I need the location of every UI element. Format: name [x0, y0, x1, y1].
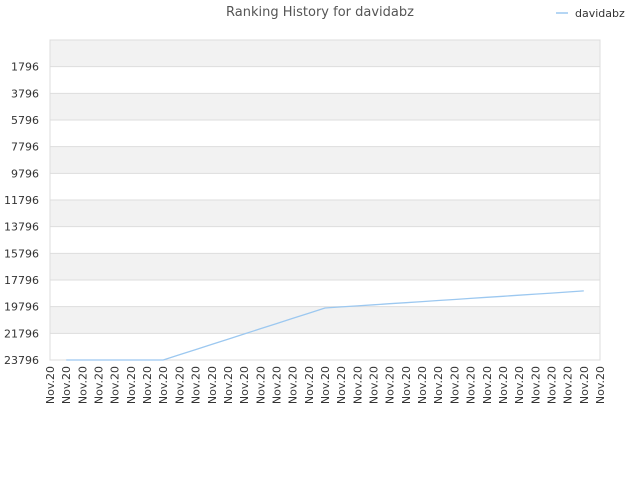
x-tick-label: Nov.20: [254, 366, 267, 404]
x-tick-label: Nov.20: [562, 366, 575, 404]
x-tick-label: Nov.20: [335, 366, 348, 404]
y-tick-label: 1796: [11, 61, 39, 74]
x-tick-label: Nov.20: [60, 366, 73, 404]
y-tick-label: 7796: [11, 141, 39, 154]
x-tick-label: Nov.20: [141, 366, 154, 404]
plot-band: [50, 66, 600, 94]
x-axis-ticks: Nov.20 Nov.20 Nov.20 Nov.20 Nov.20 Nov.20 Nov.…: [44, 366, 607, 404]
x-tick-label: Nov.20: [529, 366, 542, 404]
x-tick-label: Nov.20: [448, 366, 461, 404]
x-tick-label: Nov.20: [319, 366, 332, 404]
y-tick-label: 3796: [11, 87, 39, 100]
x-tick-label: Nov.20: [368, 366, 381, 404]
x-tick-label: Nov.20: [190, 366, 203, 404]
x-tick-label: Nov.20: [513, 366, 526, 404]
series-line-davidabz: [66, 290, 584, 361]
plot-band: [50, 173, 600, 200]
x-tick-label: Nov.20: [303, 366, 316, 404]
y-tick-label: 5796: [11, 114, 39, 127]
x-tick-label: Nov.20: [432, 366, 445, 404]
x-tick-label: Nov.20: [400, 366, 413, 404]
y-tick-label: 17796: [4, 274, 39, 287]
plot-bands: [50, 40, 600, 360]
plot-band: [50, 40, 600, 67]
y-tick-label: 11796: [4, 194, 39, 207]
y-tick-label: 15796: [4, 247, 39, 260]
x-tick-label: Nov.20: [545, 366, 558, 404]
plot-band: [50, 306, 600, 334]
x-tick-label: Nov.20: [351, 366, 364, 404]
x-tick-label: Nov.20: [578, 366, 591, 404]
series-lines: [66, 290, 584, 361]
y-axis-ticks: 1796 3796 5796 7796 9796 11796 13796 15796 17796…: [4, 61, 39, 367]
plot-band: [50, 280, 600, 307]
x-tick-label: Nov.20: [157, 366, 170, 404]
x-tick-label: Nov.20: [206, 366, 219, 404]
y-tick-label: 9796: [11, 167, 39, 180]
x-tick-label: Nov.20: [497, 366, 510, 404]
x-tick-label: Nov.20: [125, 366, 138, 404]
x-tick-label: Nov.20: [270, 366, 283, 404]
plot-band: [50, 253, 600, 280]
x-tick-label: Nov.20: [416, 366, 429, 404]
plot-band: [50, 200, 600, 227]
plot-frame: [49, 39, 601, 361]
plot-band: [50, 333, 600, 360]
plot-band: [50, 120, 600, 147]
y-tick-label: 23796: [4, 354, 39, 367]
x-tick-label: Nov.20: [287, 366, 300, 404]
chart-title: Ranking History for davidabz: [226, 5, 414, 20]
y-tick-label: 13796: [4, 221, 39, 234]
y-tick-label: 21796: [4, 327, 39, 340]
x-tick-label: Nov.20: [109, 366, 122, 404]
x-tick-label: Nov.20: [76, 366, 89, 404]
x-tick-label: Nov.20: [481, 366, 494, 404]
x-tick-label: Nov.20: [222, 366, 235, 404]
y-tick-label: 19796: [4, 301, 39, 314]
x-tick-label: Nov.20: [173, 366, 186, 404]
plot-band: [50, 226, 600, 254]
legend[interactable]: davidabz: [556, 7, 625, 20]
x-tick-label: Nov.20: [465, 366, 478, 404]
x-tick-label: Nov.20: [93, 366, 106, 404]
x-tick-label: Nov.20: [594, 366, 607, 404]
plot-band: [50, 146, 600, 174]
plot-band: [50, 93, 600, 120]
x-tick-label: Nov.20: [238, 366, 251, 404]
x-tick-label: Nov.20: [384, 366, 397, 404]
legend-label: davidabz: [575, 7, 625, 20]
x-tick-label: Nov.20: [44, 366, 57, 404]
